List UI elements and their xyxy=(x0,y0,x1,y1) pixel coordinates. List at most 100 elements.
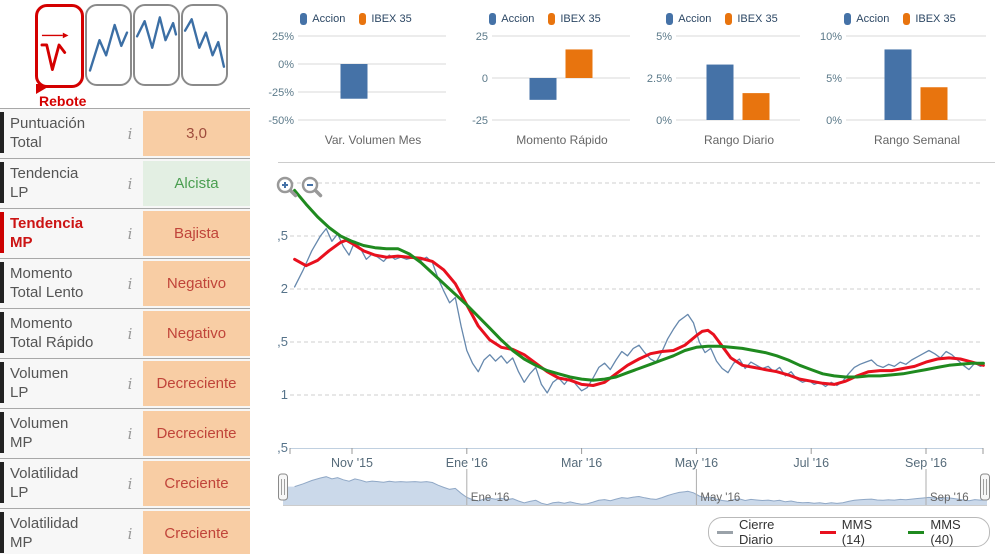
pattern-selector xyxy=(35,4,229,88)
info-icon[interactable]: i xyxy=(127,474,133,493)
svg-text:0%: 0% xyxy=(826,115,842,127)
pattern-card-pattern-4[interactable] xyxy=(181,4,228,86)
indicator-label: Momento Total Lento xyxy=(10,264,84,301)
legend-swatch xyxy=(300,13,308,25)
bar-accion xyxy=(706,64,734,120)
svg-text:Mar '16: Mar '16 xyxy=(561,456,602,470)
legend-label: IBEX 35 xyxy=(560,13,601,25)
svg-text:Ene '16: Ene '16 xyxy=(471,492,510,504)
mini-chart-momento-rapido: Accion IBEX 35 25 0 -25 Momento Rápido xyxy=(452,0,638,152)
svg-text:25%: 25% xyxy=(272,31,294,43)
svg-text:-50%: -50% xyxy=(268,115,294,127)
pattern-sparkline-icon xyxy=(135,16,178,49)
indicator-row-volumen-mp: Volumen MP i Decreciente xyxy=(0,408,250,458)
svg-text:Sep '16: Sep '16 xyxy=(930,492,969,504)
svg-text:May '16: May '16 xyxy=(675,456,718,470)
svg-text:0%: 0% xyxy=(656,115,672,127)
legend-label: IBEX 35 xyxy=(737,13,778,25)
legend-swatch xyxy=(666,13,674,25)
legend-item-ibex-35[interactable]: IBEX 35 xyxy=(903,13,956,25)
legend-item-ibex-35[interactable]: IBEX 35 xyxy=(359,13,412,25)
legend-item-ibex-35[interactable]: IBEX 35 xyxy=(725,13,778,25)
mini-chart-var-volumen-mes: Accion IBEX 35 25% 0% -25% -50% Var. Volumen M… xyxy=(258,0,454,152)
legend-label: Accion xyxy=(856,13,890,25)
indicator-row-tendencia-mp: Tendencia MP i Bajista xyxy=(0,208,250,258)
mini-chart-legend: Accion IBEX 35 xyxy=(636,0,808,30)
svg-text:Nov '15: Nov '15 xyxy=(331,456,373,470)
navigator-handle-left[interactable] xyxy=(278,473,288,501)
info-icon[interactable]: i xyxy=(127,224,133,243)
svg-text:2.5%: 2.5% xyxy=(647,73,672,85)
indicator-row-volatilidad-lp: Volatilidad LP i Creciente xyxy=(0,458,250,508)
legend-swatch xyxy=(725,13,733,25)
legend-item-accion[interactable]: Accion xyxy=(489,13,534,25)
pattern-card-pattern-2[interactable] xyxy=(85,4,132,86)
series-line-mms-14 xyxy=(293,238,985,387)
svg-text:Ene '16: Ene '16 xyxy=(446,456,488,470)
indicator-row-momento-total-lento: Momento Total Lento i Negativo xyxy=(0,258,250,308)
legend-label: Cierre Diario xyxy=(739,517,775,547)
indicator-row-puntuacion-total: Puntuación Total i 3,0 xyxy=(0,108,250,158)
navigator-area[interactable] xyxy=(283,476,987,505)
svg-text:Jul '16: Jul '16 xyxy=(793,456,829,470)
legend-label: IBEX 35 xyxy=(915,13,956,25)
pattern-sparkline-icon xyxy=(40,32,69,72)
legend-item-cierre-diario[interactable]: Cierre Diario xyxy=(717,517,804,547)
legend-swatch xyxy=(844,13,852,25)
info-icon[interactable]: i xyxy=(127,424,133,443)
legend-item-accion[interactable]: Accion xyxy=(300,13,345,25)
mini-chart-legend: Accion IBEX 35 xyxy=(452,0,638,30)
legend-label: IBEX 35 xyxy=(371,13,412,25)
legend-label: MMS (40) xyxy=(930,517,961,547)
legend-label: MMS (14) xyxy=(841,517,873,547)
selected-pattern-flag-icon xyxy=(36,84,53,94)
legend-label: Accion xyxy=(501,13,535,25)
info-icon[interactable]: i xyxy=(127,174,133,193)
mini-chart-plot: 25% 0% -25% -50% xyxy=(268,31,446,127)
navigator-handle-right[interactable] xyxy=(980,473,990,501)
bar-ibex-35 xyxy=(920,87,948,120)
mini-chart-title: Rango Semanal xyxy=(873,133,961,147)
info-icon[interactable]: i xyxy=(127,274,133,293)
zoom-in-button[interactable] xyxy=(276,176,299,199)
svg-text:0%: 0% xyxy=(278,59,294,71)
svg-text:5%: 5% xyxy=(826,73,842,85)
bar-ibex-35 xyxy=(565,49,593,78)
legend-swatch xyxy=(548,13,556,25)
info-icon[interactable]: i xyxy=(127,324,133,343)
pattern-card-rebote[interactable] xyxy=(35,4,84,88)
legend-line-sample xyxy=(717,530,733,534)
indicator-row-volumen-lp: Volumen LP i Decreciente xyxy=(0,358,250,408)
info-icon[interactable]: i xyxy=(127,124,133,143)
legend-line-sample xyxy=(908,530,925,534)
legend-item-accion[interactable]: Accion xyxy=(666,13,711,25)
indicator-value-volumen-lp: Decreciente xyxy=(143,361,250,406)
mini-chart-legend: Accion IBEX 35 xyxy=(806,0,994,30)
zoom-out-button[interactable] xyxy=(301,176,324,199)
legend-item-accion[interactable]: Accion xyxy=(844,13,889,25)
legend-item-ibex-35[interactable]: IBEX 35 xyxy=(548,13,601,25)
legend-item-mms-14-[interactable]: MMS (14) xyxy=(819,517,893,547)
indicator-row-tendencia-lp: Tendencia LP i Alcista xyxy=(0,158,250,208)
svg-text:5%: 5% xyxy=(656,31,672,43)
info-icon[interactable]: i xyxy=(127,374,133,393)
indicator-label: Tendencia LP xyxy=(10,164,79,201)
indicator-label: Momento Total Rápido xyxy=(10,314,94,351)
indicator-label: Tendencia MP xyxy=(10,214,84,251)
indicator-value-volatilidad-mp: Creciente xyxy=(143,511,250,554)
indicator-value-volatilidad-lp: Creciente xyxy=(143,461,250,506)
mini-chart-rango-semanal: Accion IBEX 35 10% 5% 0% Rango Semanal xyxy=(806,0,994,152)
indicator-label: Puntuación Total xyxy=(10,114,86,151)
legend-swatch xyxy=(903,13,911,25)
info-icon[interactable]: i xyxy=(127,524,133,543)
mini-chart-legend: Accion IBEX 35 xyxy=(258,0,454,30)
indicator-label: Volatilidad MP xyxy=(10,514,79,551)
main-chart-legend: Cierre Diario MMS (14) MMS (40) xyxy=(708,517,990,547)
svg-text:25: 25 xyxy=(476,31,488,43)
pattern-card-pattern-3[interactable] xyxy=(133,4,180,86)
legend-item-mms-40-[interactable]: MMS (40) xyxy=(908,517,981,547)
indicator-row-momento-total-rapido: Momento Total Rápido i Negativo xyxy=(0,308,250,358)
navigator[interactable]: Ene '16 May '16 Sep '16 xyxy=(278,468,995,513)
